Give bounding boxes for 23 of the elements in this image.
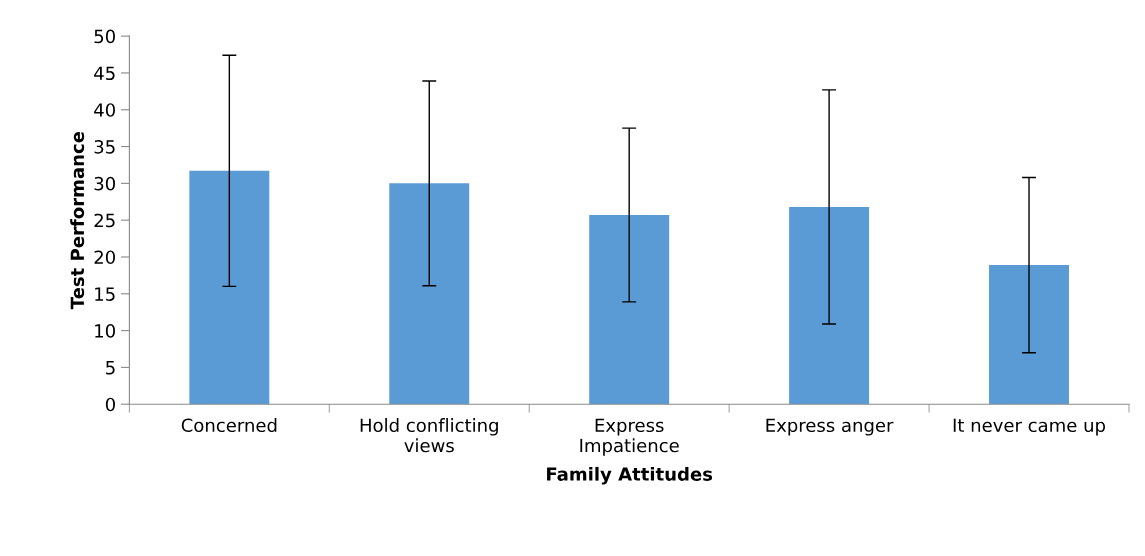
bar	[589, 215, 670, 405]
y-tick-label: 30	[94, 176, 115, 191]
x-tick-label: Express Impatience	[580, 418, 679, 456]
x-tick-label: Concerned	[181, 418, 277, 433]
bar	[789, 206, 870, 405]
y-axis-title: Test Performance	[70, 131, 85, 310]
y-tick-label: 15	[95, 287, 115, 301]
y-tick-label: 10	[95, 324, 115, 338]
y-tick-label: 45	[94, 66, 115, 81]
y-tick-label: 35	[94, 140, 115, 154]
y-tick-label: 50	[94, 29, 115, 44]
bar	[389, 183, 470, 405]
bar	[189, 170, 270, 405]
x-axis-title: Family Attitudes	[547, 466, 713, 485]
x-tick-label: It never came up	[953, 418, 1106, 436]
y-tick-label: 25	[94, 213, 115, 228]
y-tick-label: 20	[94, 250, 115, 265]
x-tick-label: Hold conflicting views	[360, 418, 498, 453]
y-tick-label: 40	[94, 103, 115, 117]
y-tick-label: 0	[105, 397, 115, 412]
y-tick-label: 5	[106, 361, 115, 375]
x-tick-label: Express anger	[766, 418, 894, 436]
bar	[989, 265, 1069, 405]
